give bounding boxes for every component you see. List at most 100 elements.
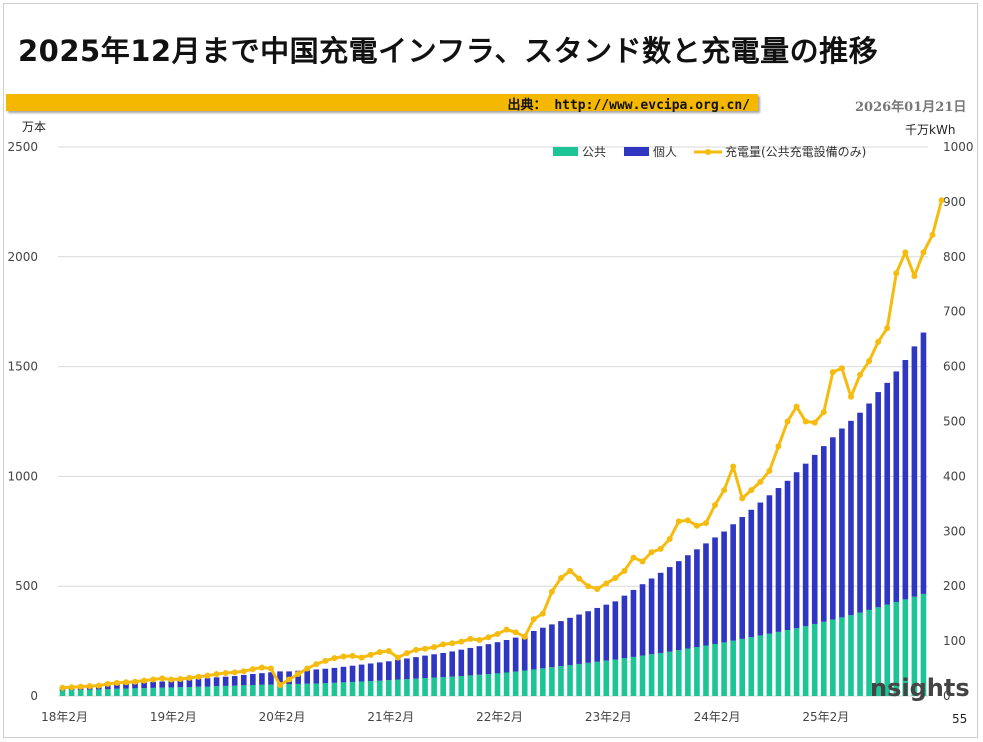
charge-point: [748, 487, 755, 494]
legend-label-public: 公共: [582, 145, 606, 159]
bar-private: [195, 678, 202, 687]
bar-private: [666, 567, 673, 652]
bar-public: [114, 688, 120, 696]
legend-swatch-private: [624, 147, 649, 156]
bar-public: [902, 599, 909, 696]
bar-public: [666, 651, 673, 696]
bar-private: [277, 671, 283, 685]
charge-point: [929, 231, 936, 238]
bar-private: [848, 420, 854, 616]
bar-public: [521, 670, 528, 696]
bar-private: [340, 666, 347, 683]
left-tick-label: 0: [30, 689, 38, 703]
bar-private: [440, 652, 446, 678]
bar-public: [848, 615, 854, 696]
charge-point: [648, 549, 655, 556]
bar-public: [594, 661, 601, 696]
right-axis-unit: 千万kWh: [905, 123, 956, 137]
bar-public: [331, 682, 338, 696]
bar-private: [204, 678, 211, 687]
bar-private: [213, 677, 220, 687]
bar-private: [802, 463, 809, 627]
charge-point: [594, 585, 601, 592]
bar-private: [612, 601, 619, 660]
bar-private: [268, 672, 274, 685]
bar-public: [793, 628, 800, 696]
bar-private: [431, 654, 437, 678]
right-tick-label: 700: [943, 305, 966, 319]
bar-public: [875, 607, 881, 696]
bar-private: [694, 549, 700, 648]
charge-point: [122, 679, 129, 686]
bar-public: [476, 674, 483, 696]
right-tick-label: 500: [943, 415, 966, 429]
bar-private: [458, 649, 465, 677]
bar-private: [712, 537, 718, 644]
charge-point: [295, 671, 302, 678]
charge-point: [902, 249, 909, 256]
bar-private: [893, 371, 900, 603]
bar-private: [585, 611, 591, 663]
charge-point: [449, 640, 456, 647]
bar-public: [395, 679, 401, 696]
bar-public: [775, 631, 782, 696]
x-tick-label: 25年2月: [802, 710, 849, 724]
charge-point: [920, 249, 927, 256]
bar-public: [159, 687, 166, 696]
charge-point: [349, 652, 356, 659]
charge-point: [168, 676, 175, 683]
bar-private: [404, 658, 410, 680]
bar-public: [440, 677, 446, 696]
charge-point: [476, 637, 483, 644]
bar-public: [630, 656, 637, 696]
right-tick-label: 0: [943, 689, 951, 703]
bar-private: [576, 614, 582, 664]
charge-point: [693, 522, 700, 529]
bar-public: [485, 674, 492, 696]
bar-private: [603, 604, 610, 661]
bar-private: [485, 644, 492, 675]
bar-private: [866, 403, 872, 610]
charge-point: [159, 675, 166, 682]
bar-public: [86, 689, 93, 696]
right-tick-label: 200: [943, 579, 966, 593]
bar-private: [839, 428, 845, 618]
bar-private: [775, 488, 782, 632]
bar-private: [304, 670, 311, 684]
bar-private: [159, 681, 166, 688]
charge-point: [222, 669, 229, 676]
bar-private: [231, 676, 238, 686]
charge-point: [811, 419, 818, 426]
bar-private: [521, 634, 528, 671]
charge-point: [857, 371, 864, 378]
x-tick-label: 21年2月: [367, 710, 414, 724]
bar-public: [784, 630, 791, 696]
bar-private: [558, 621, 564, 667]
source-text: 出典： http://www.evcipa.org.cn/: [507, 98, 751, 113]
bar-public: [585, 662, 591, 696]
charge-point: [730, 463, 737, 470]
bar-public: [540, 668, 546, 696]
bar-public: [449, 676, 456, 696]
legend-swatch-point: [705, 149, 711, 155]
bar-public: [712, 643, 718, 696]
bar-public: [820, 621, 827, 696]
charge-point: [557, 574, 564, 581]
charge-point: [893, 270, 900, 277]
bar-private: [793, 472, 800, 629]
bar-private: [757, 502, 764, 636]
bar-private: [186, 679, 193, 687]
charge-point: [820, 409, 827, 416]
left-tick-label: 2000: [7, 250, 38, 264]
bar-public: [295, 683, 301, 696]
bar-private: [467, 647, 474, 676]
left-tick-label: 1500: [7, 360, 38, 374]
bar-private: [168, 680, 175, 688]
bar-private: [920, 332, 927, 594]
bar-public: [884, 604, 891, 696]
charge-point: [132, 678, 139, 685]
charge-point: [231, 669, 238, 676]
bar-private: [259, 673, 265, 685]
bar-public: [304, 683, 311, 696]
bar-public: [567, 665, 573, 696]
